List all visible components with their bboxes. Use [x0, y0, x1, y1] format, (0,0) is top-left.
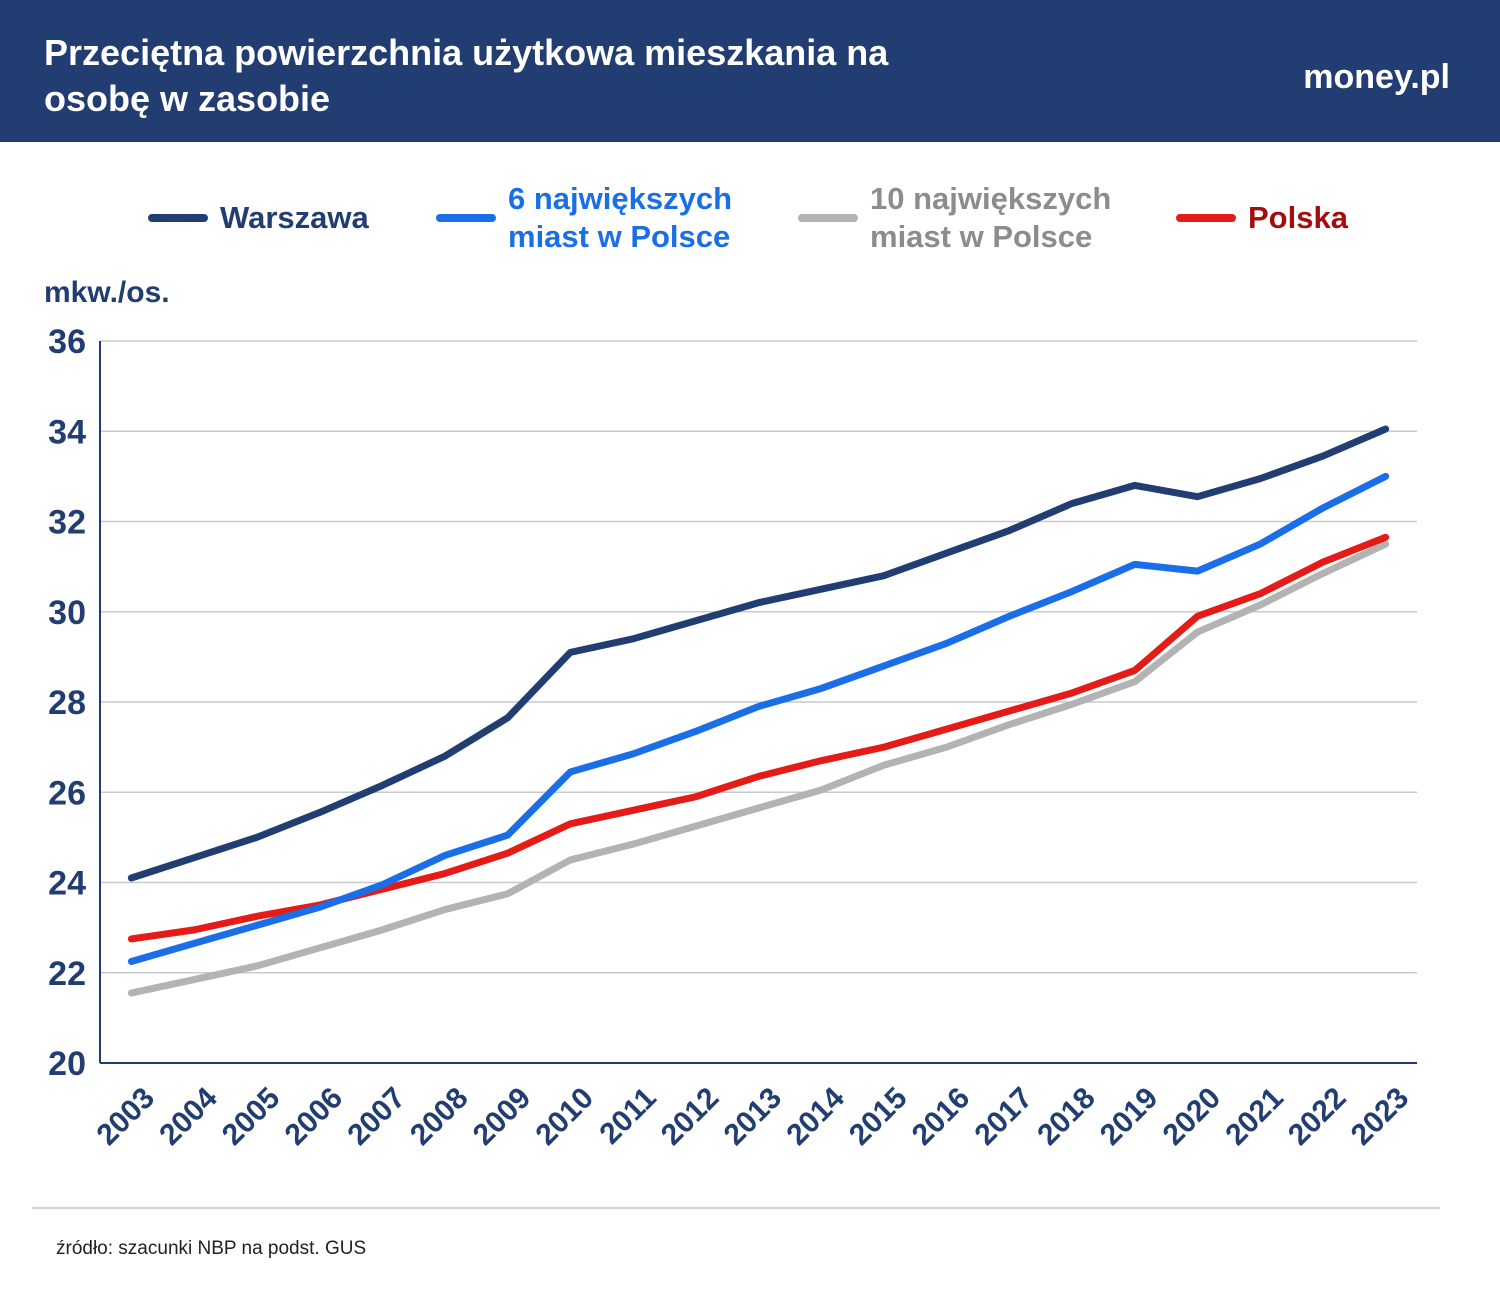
x-tick-label: 2012 [655, 1081, 726, 1152]
x-tick-label: 2007 [341, 1081, 412, 1152]
x-tick-label: 2023 [1345, 1081, 1416, 1152]
x-tick-label: 2016 [906, 1081, 977, 1152]
x-tick-label: 2015 [843, 1081, 914, 1152]
x-tick-label: 2008 [404, 1081, 475, 1152]
x-tick-label: 2005 [216, 1081, 287, 1152]
x-tick-label: 2021 [1219, 1081, 1290, 1152]
x-tick-label: 2022 [1282, 1081, 1353, 1152]
title: Przeciętna powierzchnia użytkowa mieszka… [44, 32, 889, 119]
y-tick-label: 32 [48, 504, 86, 542]
y-axis-label: mkw./os. [44, 276, 170, 309]
y-tick-label: 22 [48, 955, 86, 993]
series-line [127, 540, 1390, 997]
y-tick-label: 36 [48, 323, 86, 361]
legend-label: Polska [1248, 200, 1348, 235]
series-line [127, 425, 1390, 882]
header: Przeciętna powierzchnia użytkowa mieszka… [0, 0, 1500, 142]
x-tick-label: 2019 [1094, 1081, 1165, 1152]
x-tick-label: 2004 [153, 1081, 224, 1152]
x-tick-label: 2018 [1031, 1081, 1102, 1152]
x-tick-label: 2006 [279, 1081, 350, 1152]
y-tick-label: 24 [48, 865, 86, 903]
y-tick-label: 28 [48, 684, 86, 722]
x-tick-label: 2003 [90, 1081, 161, 1152]
x-tick-label: 2009 [467, 1081, 538, 1152]
y-tick-label: 30 [48, 594, 86, 632]
series-line [127, 472, 1390, 965]
legend-label: 10 największych miast w Polsce [870, 181, 1112, 254]
legend-label: Warszawa [220, 200, 369, 235]
legend-label: 6 największych miast w Polsce [508, 181, 733, 254]
series-line [127, 533, 1390, 943]
x-tick-label: 2020 [1157, 1081, 1228, 1152]
y-tick-label: 20 [48, 1045, 86, 1083]
x-tick-label: 2014 [780, 1081, 851, 1152]
y-tick-label: 34 [48, 413, 86, 451]
logo: money.pl [1303, 58, 1450, 96]
x-tick-label: 2017 [968, 1081, 1039, 1152]
x-tick-label: 2013 [718, 1081, 789, 1152]
x-tick-label: 2011 [593, 1081, 662, 1150]
y-tick-label: 26 [48, 774, 86, 812]
source: źródło: szacunki NBP na podst. GUS [56, 1238, 367, 1259]
x-tick-label: 2010 [529, 1081, 600, 1152]
